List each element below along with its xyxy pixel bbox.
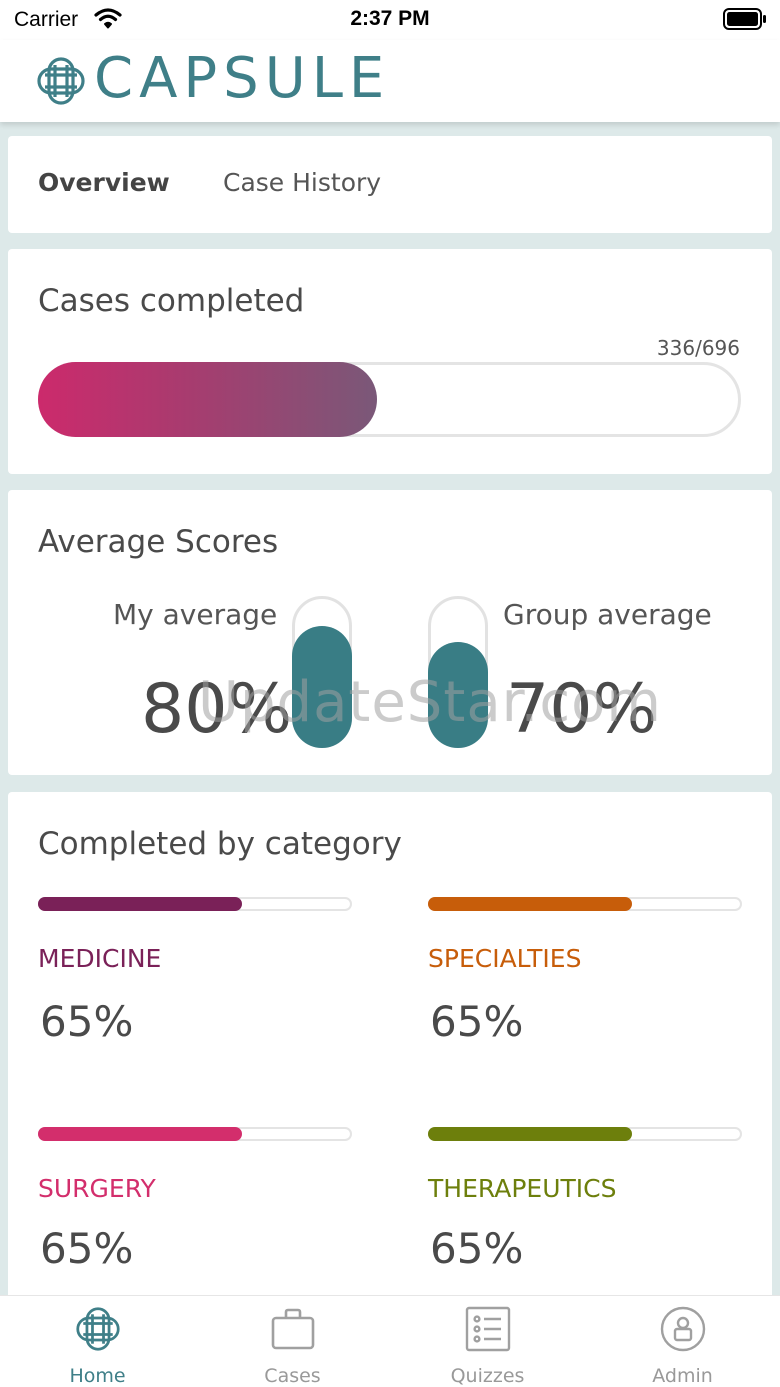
tab-bar-admin-label: Admin — [652, 1365, 713, 1387]
my-average-value: 80% — [141, 670, 293, 749]
status-time: 2:37 PM — [350, 7, 430, 30]
medicine-label: MEDICINE — [38, 944, 162, 973]
battery-icon — [723, 8, 767, 30]
tab-bar-admin[interactable]: Admin — [585, 1296, 780, 1387]
tab-overview[interactable]: Overview — [38, 168, 170, 197]
tab-bar-home[interactable]: Home — [0, 1296, 195, 1387]
wifi-icon — [94, 7, 122, 34]
average-scores-card: Average Scores My average 80% Group aver… — [8, 490, 772, 775]
surgery-value: 65% — [40, 1224, 134, 1273]
tab-bar-cases[interactable]: Cases — [195, 1296, 390, 1387]
my-average-pill-fill — [292, 626, 352, 748]
tab-bar-home-label: Home — [69, 1365, 126, 1387]
completed-by-category-card: Completed by category MEDICINE 65% SPECI… — [8, 792, 772, 1312]
carrier-label: Carrier — [14, 8, 79, 31]
user-circle-icon — [660, 1306, 706, 1356]
app-header: CAPSULE — [0, 40, 780, 122]
specialties-progress-fill — [428, 897, 632, 911]
surgery-progress-fill — [38, 1127, 242, 1141]
app-logo-text: CAPSULE — [94, 46, 391, 111]
cases-completed-count: 336/696 — [656, 336, 740, 360]
tab-switcher-card: Overview Case History — [8, 136, 772, 233]
category-title: Completed by category — [38, 826, 402, 862]
medicine-progress-fill — [38, 897, 242, 911]
group-average-pill-fill — [428, 642, 488, 748]
cases-completed-card: Cases completed 336/696 — [8, 249, 772, 474]
my-average-label: My average — [113, 598, 278, 631]
group-average-label: Group average — [503, 598, 712, 631]
list-icon — [465, 1306, 511, 1356]
specialties-label: SPECIALTIES — [428, 944, 582, 973]
watermark: UpdateStar.com — [198, 670, 662, 735]
therapeutics-label: THERAPEUTICS — [428, 1174, 617, 1203]
therapeutics-value: 65% — [430, 1224, 524, 1273]
specialties-value: 65% — [430, 997, 524, 1046]
average-scores-title: Average Scores — [38, 524, 279, 560]
group-average-value: 70% — [506, 670, 658, 749]
medicine-value: 65% — [40, 997, 134, 1046]
home-globe-icon — [75, 1306, 121, 1356]
status-bar: Carrier 2:37 PM — [0, 0, 780, 40]
tab-case-history[interactable]: Case History — [223, 168, 382, 197]
tab-bar-cases-label: Cases — [264, 1365, 321, 1387]
tab-bar-quizzes[interactable]: Quizzes — [390, 1296, 585, 1387]
capsule-logo-icon — [36, 56, 86, 110]
tab-bar-quizzes-label: Quizzes — [450, 1365, 525, 1387]
surgery-label: SURGERY — [38, 1174, 156, 1203]
cases-progress-fill — [38, 362, 377, 437]
cases-completed-title: Cases completed — [38, 283, 305, 319]
briefcase-icon — [270, 1306, 316, 1356]
therapeutics-progress-fill — [428, 1127, 632, 1141]
bottom-tab-bar: Home Cases — [0, 1295, 780, 1387]
